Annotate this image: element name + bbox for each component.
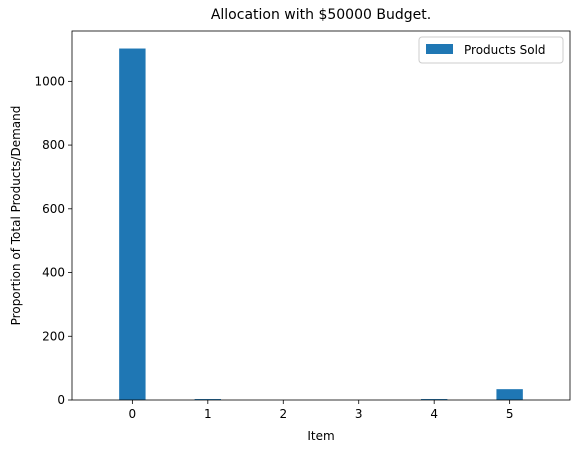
y-axis-title: Proportion of Total Products/Demand	[9, 106, 23, 326]
y-tick-label: 1000	[34, 74, 65, 88]
x-axis-ticks: 0 1 2 3 4 5	[129, 400, 514, 421]
y-tick-label: 200	[42, 329, 65, 343]
x-tick-label: 5	[506, 407, 514, 421]
x-tick-label: 3	[355, 407, 363, 421]
x-tick-label: 2	[279, 407, 287, 421]
legend-box	[418, 36, 564, 64]
bar-item-5	[496, 389, 523, 400]
legend-swatch	[426, 44, 453, 54]
chart-title: Allocation with $50000 Budget.	[211, 7, 431, 23]
y-tick-label: 0	[57, 393, 65, 407]
y-tick-label: 400	[42, 266, 65, 280]
legend: Products Sold	[418, 36, 564, 64]
x-tick-label: 0	[129, 407, 137, 421]
y-axis-ticks: 0 200 400 600 800 1000	[34, 74, 72, 407]
plot-frame	[71, 30, 571, 401]
legend-label: Products Sold	[464, 43, 546, 57]
bars-group	[119, 48, 523, 400]
bar-item-1	[194, 399, 222, 400]
y-tick-label: 600	[42, 202, 65, 216]
bar-item-4	[420, 399, 448, 400]
x-axis-title: Item	[307, 429, 334, 443]
bar-item-0	[119, 48, 146, 400]
y-tick-label: 800	[42, 138, 65, 152]
x-tick-label: 4	[430, 407, 438, 421]
x-tick-label: 1	[204, 407, 212, 421]
